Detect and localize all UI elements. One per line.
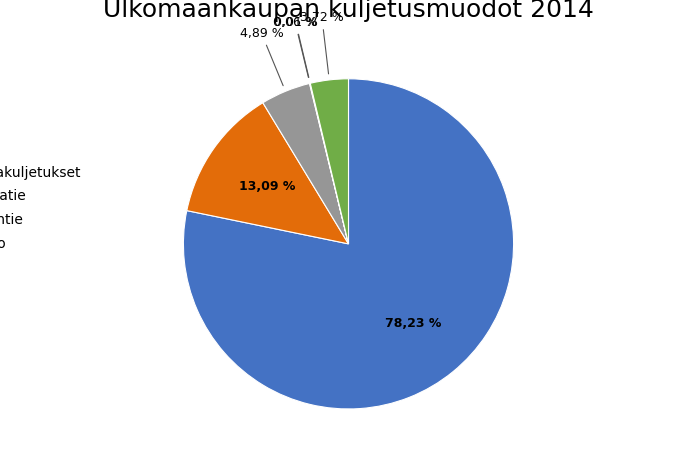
Wedge shape [310,79,348,244]
Wedge shape [310,83,348,244]
Text: 13,09 %: 13,09 % [239,180,296,193]
Wedge shape [309,83,348,244]
Text: 0,01 %: 0,01 % [274,16,318,77]
Text: 3,72 %: 3,72 % [300,11,344,74]
Wedge shape [263,83,348,244]
Legend: Laivakuljetukset, Rautatie, Maantie, Lento, Posti, Muu: Laivakuljetukset, Rautatie, Maantie, Len… [0,160,87,304]
Title: Ulkomaankaupan kuljetusmuodot 2014: Ulkomaankaupan kuljetusmuodot 2014 [103,0,594,22]
Text: 0,06 %: 0,06 % [273,16,317,77]
Wedge shape [183,79,514,409]
Text: 78,23 %: 78,23 % [385,317,441,330]
Text: 4,89 %: 4,89 % [240,27,284,86]
Wedge shape [187,103,348,244]
